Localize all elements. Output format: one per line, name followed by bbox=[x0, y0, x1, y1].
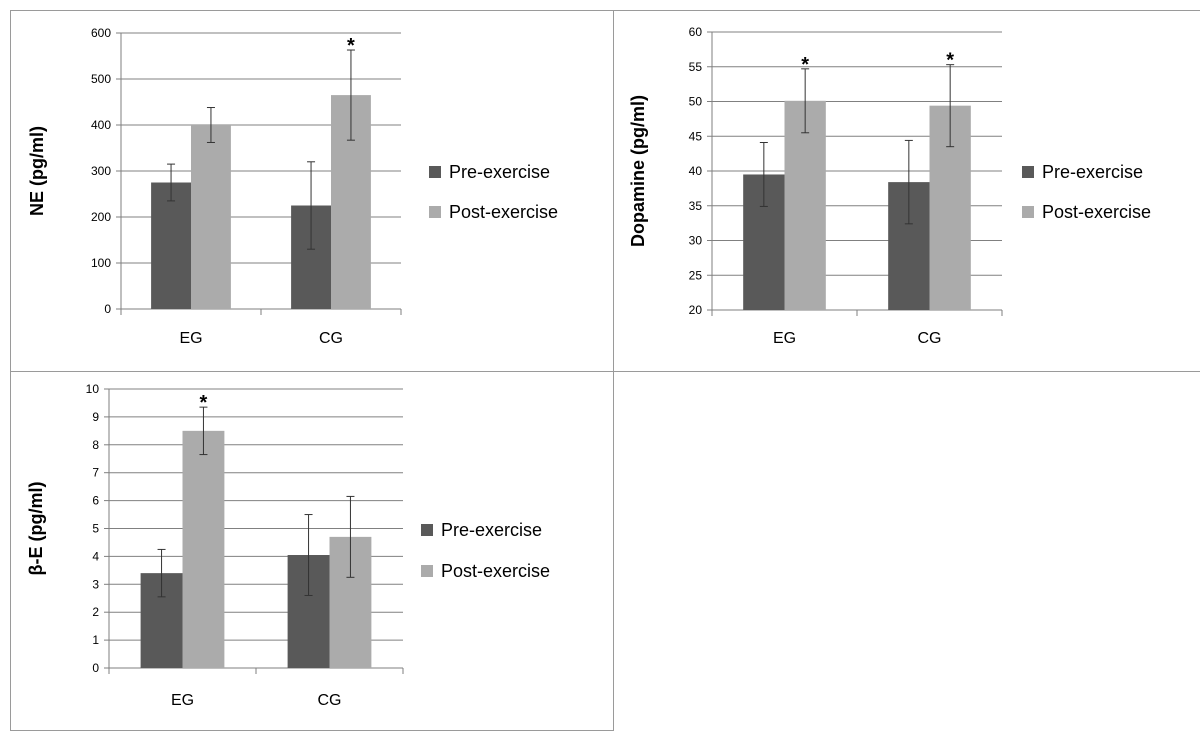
y-tick-label: 6 bbox=[92, 494, 99, 508]
y-tick-label: 40 bbox=[689, 164, 703, 178]
legend-swatch bbox=[421, 524, 433, 536]
legend-label: Pre-exercise bbox=[1042, 162, 1143, 182]
significance-marker: * bbox=[347, 35, 355, 57]
y-tick-label: 50 bbox=[689, 95, 703, 109]
y-tick-label: 30 bbox=[689, 234, 703, 248]
legend-swatch bbox=[1022, 206, 1034, 218]
y-tick-label: 400 bbox=[91, 118, 111, 132]
y-tick-label: 0 bbox=[92, 661, 99, 675]
legend-label: Pre-exercise bbox=[449, 162, 550, 182]
beta-e-chart: 0 1 2 3 4 5 6 7 8 9 10 * EG CG β-E (pg/ml) Pre-exercise… bbox=[26, 382, 550, 709]
legend-label: Post-exercise bbox=[1042, 202, 1151, 222]
y-axis-label: β-E (pg/ml) bbox=[26, 482, 46, 576]
y-tick-label: 200 bbox=[91, 210, 111, 224]
bar bbox=[784, 100, 826, 311]
bar bbox=[151, 182, 191, 309]
category-label: CG bbox=[319, 330, 343, 347]
y-tick-label: 2 bbox=[92, 605, 99, 619]
significance-marker: * bbox=[801, 54, 809, 76]
chart-panel-beta-e: 0 1 2 3 4 5 6 7 8 9 10 * EG CG β-E (pg/ml) Pre-exercise… bbox=[10, 371, 614, 731]
y-tick-label: 25 bbox=[689, 268, 703, 282]
y-tick-label: 5 bbox=[92, 522, 99, 536]
y-tick-label: 300 bbox=[91, 164, 111, 178]
legend-swatch bbox=[429, 166, 441, 178]
y-tick-label: 35 bbox=[689, 199, 703, 213]
y-tick-label: 8 bbox=[92, 438, 99, 452]
y-tick-label: 1 bbox=[92, 633, 99, 647]
y-tick-label: 10 bbox=[86, 382, 100, 396]
dopamine-chart: 20 25 30 35 40 45 50 55 60 * EG * CG Dopamine (pg/ml)… bbox=[628, 25, 1151, 347]
legend-swatch bbox=[1022, 166, 1034, 178]
y-tick-label: 20 bbox=[689, 303, 703, 317]
y-tick-label: 45 bbox=[689, 129, 703, 143]
significance-marker: * bbox=[946, 50, 954, 72]
chart-panel-dopamine: 20 25 30 35 40 45 50 55 60 * EG * CG Dopamine (pg/ml)… bbox=[613, 10, 1200, 372]
category-label: CG bbox=[318, 692, 342, 709]
category-label: CG bbox=[918, 330, 942, 347]
y-tick-label: 9 bbox=[92, 410, 99, 424]
legend-label: Post-exercise bbox=[441, 561, 550, 581]
significance-marker: * bbox=[200, 392, 208, 414]
y-axis-label: Dopamine (pg/ml) bbox=[628, 95, 648, 247]
category-label: EG bbox=[179, 330, 202, 347]
y-tick-label: 600 bbox=[91, 26, 111, 40]
y-tick-label: 60 bbox=[689, 25, 703, 39]
category-label: EG bbox=[171, 692, 194, 709]
legend-label: Pre-exercise bbox=[441, 520, 542, 540]
chart-panel-ne: 0 100 200 300 400 500 600 EG * CG NE (pg/ml) Pre-ex… bbox=[10, 10, 614, 372]
legend-swatch bbox=[421, 565, 433, 577]
y-tick-label: 4 bbox=[92, 549, 99, 563]
y-tick-label: 3 bbox=[92, 577, 99, 591]
y-tick-label: 100 bbox=[91, 256, 111, 270]
y-tick-label: 7 bbox=[92, 466, 99, 480]
legend-label: Post-exercise bbox=[449, 202, 558, 222]
bar bbox=[191, 125, 231, 309]
y-tick-label: 500 bbox=[91, 72, 111, 86]
category-label: EG bbox=[773, 330, 796, 347]
y-tick-label: 0 bbox=[104, 302, 111, 316]
y-tick-label: 55 bbox=[689, 60, 703, 74]
y-axis-label: NE (pg/ml) bbox=[27, 126, 47, 216]
legend-swatch bbox=[429, 206, 441, 218]
bar bbox=[182, 430, 225, 668]
ne-chart: 0 100 200 300 400 500 600 EG * CG NE (pg/ml) Pre-ex… bbox=[27, 26, 558, 347]
